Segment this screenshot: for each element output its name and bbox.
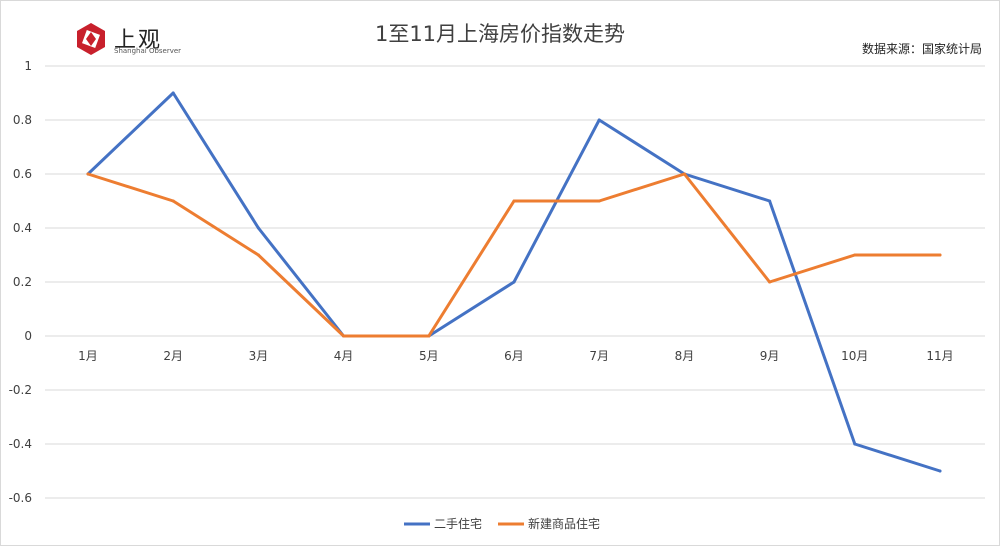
- series-line-2: [86, 172, 942, 338]
- x-tick-label: 9月: [760, 349, 780, 363]
- logo-text: 上观: [114, 28, 163, 53]
- legend-label-2: 新建商品住宅: [528, 516, 600, 531]
- data-point-series-2: [256, 253, 260, 257]
- data-point-series-2: [512, 199, 516, 203]
- y-tick-label: 1: [24, 59, 32, 73]
- data-point-series-2: [171, 199, 175, 203]
- y-tick-label: -0.4: [9, 437, 32, 451]
- logo-icon: [77, 23, 105, 55]
- data-point-series-2: [597, 199, 601, 203]
- data-source-label: 数据来源：国家统计局: [861, 42, 982, 56]
- x-tick-label: 3月: [249, 349, 269, 363]
- data-point-series-1: [256, 226, 260, 230]
- logo-subtext: Shanghai Observer: [114, 47, 182, 55]
- x-tick-label: 5月: [419, 349, 439, 363]
- data-point-series-2: [682, 172, 686, 176]
- data-point-series-1: [853, 442, 857, 446]
- x-tick-label: 2月: [163, 349, 183, 363]
- x-tick-label: 8月: [675, 349, 695, 363]
- x-tick-label: 7月: [589, 349, 609, 363]
- data-point-series-2: [427, 334, 431, 338]
- data-point-series-1: [938, 469, 942, 473]
- data-point-series-1: [597, 118, 601, 122]
- data-point-series-1: [171, 91, 175, 95]
- y-tick-label: -0.6: [9, 491, 32, 505]
- chart-title: 1至11月上海房价指数走势: [374, 22, 626, 46]
- x-tick-label: 11月: [926, 349, 953, 363]
- data-point-series-1: [512, 280, 516, 284]
- y-tick-label: 0.6: [13, 167, 32, 181]
- x-tick-label: 4月: [334, 349, 354, 363]
- x-tick-label: 6月: [504, 349, 524, 363]
- data-point-series-2: [853, 253, 857, 257]
- y-tick-label: 0: [24, 329, 32, 343]
- data-point-series-2: [342, 334, 346, 338]
- x-tick-label: 1月: [78, 349, 98, 363]
- data-point-series-2: [86, 172, 90, 176]
- y-tick-label: 0.2: [13, 275, 32, 289]
- y-tick-label: 0.4: [13, 221, 32, 235]
- data-point-series-2: [938, 253, 942, 257]
- logo: 上观 Shanghai Observer: [74, 22, 184, 58]
- y-tick-label: -0.2: [9, 383, 32, 397]
- data-point-series-2: [768, 280, 772, 284]
- y-tick-label: 0.8: [13, 113, 32, 127]
- x-tick-label: 10月: [841, 349, 868, 363]
- data-point-series-1: [768, 199, 772, 203]
- legend-label-1: 二手住宅: [434, 516, 482, 531]
